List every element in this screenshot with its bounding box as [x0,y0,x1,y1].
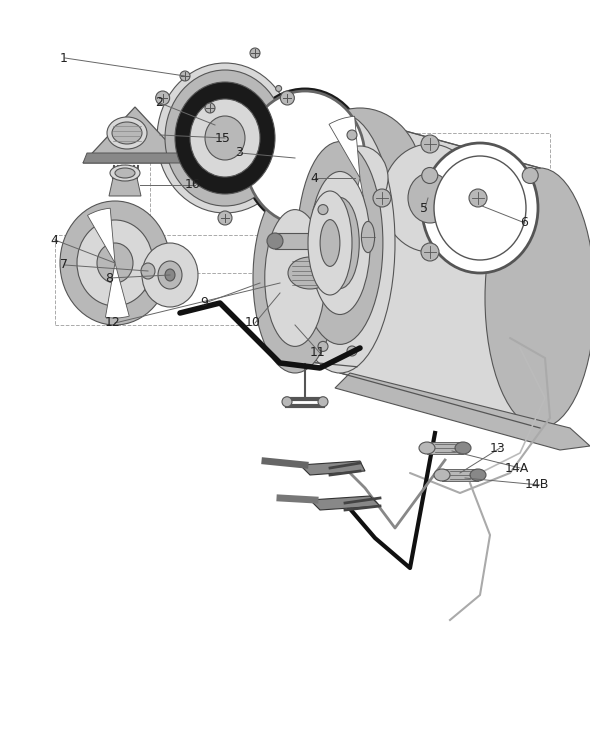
Wedge shape [87,208,115,263]
Ellipse shape [296,210,363,362]
Ellipse shape [157,63,293,213]
Ellipse shape [321,197,359,289]
Polygon shape [83,107,187,163]
Ellipse shape [165,269,175,281]
Circle shape [422,168,438,183]
Ellipse shape [107,117,147,149]
Polygon shape [335,373,590,450]
Text: 3: 3 [235,147,243,160]
Polygon shape [274,197,357,366]
Ellipse shape [77,220,153,306]
Ellipse shape [158,261,182,289]
Ellipse shape [245,91,365,225]
Polygon shape [427,442,463,454]
Polygon shape [275,233,340,249]
Ellipse shape [205,116,245,160]
Circle shape [318,397,328,407]
Circle shape [373,189,391,207]
Text: 13: 13 [490,441,506,454]
Circle shape [280,91,294,105]
Ellipse shape [112,122,142,144]
Ellipse shape [190,99,260,177]
Text: 5: 5 [420,202,428,215]
Ellipse shape [362,221,375,253]
Circle shape [421,243,439,261]
Ellipse shape [115,168,135,178]
Wedge shape [344,178,371,240]
Ellipse shape [265,210,325,347]
Circle shape [347,130,357,140]
Ellipse shape [320,220,340,266]
Circle shape [318,342,328,351]
Ellipse shape [434,469,450,481]
Wedge shape [329,117,360,178]
Text: 14B: 14B [525,479,549,492]
Ellipse shape [280,158,286,165]
Circle shape [318,205,328,215]
Ellipse shape [455,442,471,454]
Circle shape [421,135,439,153]
Polygon shape [442,469,478,481]
Text: 12: 12 [105,317,121,330]
Text: 10: 10 [245,317,261,330]
Circle shape [469,189,487,207]
Text: 9: 9 [200,297,208,309]
Ellipse shape [285,113,395,373]
Ellipse shape [165,70,285,206]
Circle shape [250,48,260,58]
Ellipse shape [141,263,155,279]
Text: 4: 4 [310,172,318,185]
Polygon shape [340,113,540,428]
Ellipse shape [142,243,198,307]
Text: 11: 11 [310,347,326,359]
Text: 16: 16 [185,179,201,191]
Ellipse shape [175,82,275,194]
Ellipse shape [288,257,332,289]
Ellipse shape [60,201,170,325]
Circle shape [180,71,190,81]
Ellipse shape [470,469,486,481]
Circle shape [347,346,357,356]
Circle shape [282,397,292,407]
Circle shape [156,91,170,105]
Ellipse shape [332,146,388,210]
Polygon shape [300,461,365,475]
Circle shape [205,103,215,113]
Ellipse shape [287,122,293,128]
Text: 4: 4 [50,234,58,246]
Ellipse shape [245,91,365,225]
Ellipse shape [419,442,435,454]
Ellipse shape [110,165,140,181]
Text: 1: 1 [60,51,68,65]
Polygon shape [310,496,380,510]
Polygon shape [83,153,187,163]
Ellipse shape [422,143,538,273]
Ellipse shape [485,168,590,428]
Wedge shape [106,263,129,318]
Text: 6: 6 [520,216,528,229]
Ellipse shape [130,251,166,291]
Ellipse shape [284,103,290,109]
Text: 8: 8 [105,271,113,284]
Ellipse shape [298,108,422,248]
Ellipse shape [253,183,337,373]
Text: 2: 2 [155,97,163,109]
Ellipse shape [286,141,292,147]
Ellipse shape [267,233,283,249]
Polygon shape [109,178,141,196]
Ellipse shape [310,172,371,314]
Text: 7: 7 [60,259,68,271]
Ellipse shape [97,243,133,283]
Ellipse shape [434,156,526,260]
Ellipse shape [382,144,478,252]
Circle shape [522,168,538,183]
Ellipse shape [276,86,281,92]
Ellipse shape [408,173,452,223]
Circle shape [218,211,232,225]
Ellipse shape [297,141,383,345]
Text: 15: 15 [215,131,231,144]
Ellipse shape [308,191,352,295]
Text: 14A: 14A [505,462,529,474]
